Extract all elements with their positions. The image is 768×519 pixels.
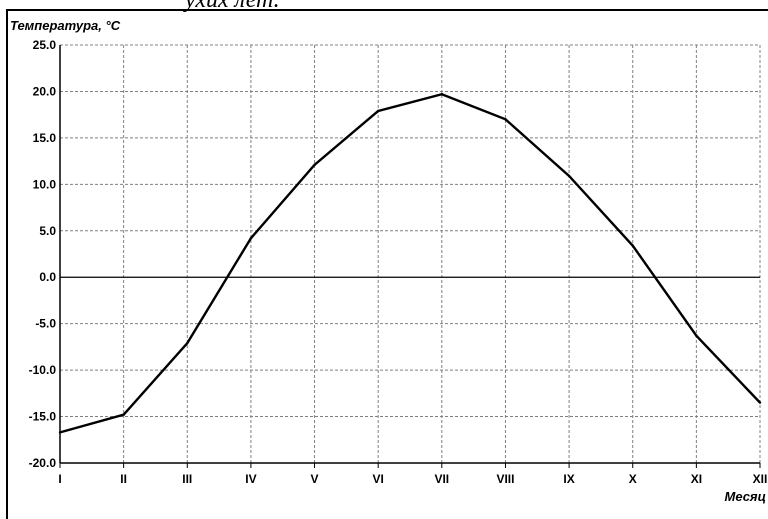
data-point xyxy=(567,174,571,178)
data-point xyxy=(122,413,125,416)
x-tick-label: VIII xyxy=(496,472,514,486)
x-tick-label: VI xyxy=(373,472,384,486)
x-tick-label: IX xyxy=(563,472,574,486)
y-tick-label: -5.0 xyxy=(35,317,56,331)
data-point xyxy=(440,93,444,96)
x-tick-label: II xyxy=(120,472,127,486)
data-point xyxy=(631,244,634,247)
x-tick-label: XII xyxy=(753,472,768,486)
y-axis-label: Температура, °С xyxy=(10,18,121,33)
y-tick-label: -20.0 xyxy=(29,456,57,470)
chart-frame xyxy=(6,9,768,519)
tick-labels: 25.0 20.0 15.0 10.0 5.0 0.0 -5.0 -10.0 -15.0 -20.… xyxy=(29,38,768,486)
x-tick-label: V xyxy=(311,472,319,486)
x-tick-label: III xyxy=(182,472,192,486)
axes xyxy=(59,45,761,468)
y-tick-label: 10.0 xyxy=(33,177,57,191)
x-tick-label: XI xyxy=(691,472,702,486)
x-tick-label: VII xyxy=(434,472,449,486)
data-point xyxy=(695,334,698,337)
y-tick-label: 15.0 xyxy=(33,131,57,145)
data-point xyxy=(186,341,189,345)
x-tick-label: X xyxy=(629,472,637,486)
x-tick-label: IV xyxy=(245,472,256,486)
data-point xyxy=(58,431,62,434)
data-point xyxy=(249,237,253,240)
series-layer xyxy=(58,92,762,434)
x-axis-label: Месяц xyxy=(724,489,766,504)
data-point xyxy=(504,118,507,121)
y-tick-label: 0.0 xyxy=(39,270,56,284)
y-tick-label: -10.0 xyxy=(29,363,57,377)
data-point xyxy=(376,109,380,113)
x-tick-label: I xyxy=(58,472,61,486)
y-tick-label: 20.0 xyxy=(33,84,57,98)
y-tick-label: 25.0 xyxy=(33,38,57,52)
y-tick-label: -15.0 xyxy=(29,410,57,424)
y-tick-label: 5.0 xyxy=(39,224,56,238)
grid-lines xyxy=(60,44,761,463)
data-point xyxy=(313,163,316,167)
temperature-series-line xyxy=(59,92,761,434)
data-point xyxy=(758,401,762,404)
